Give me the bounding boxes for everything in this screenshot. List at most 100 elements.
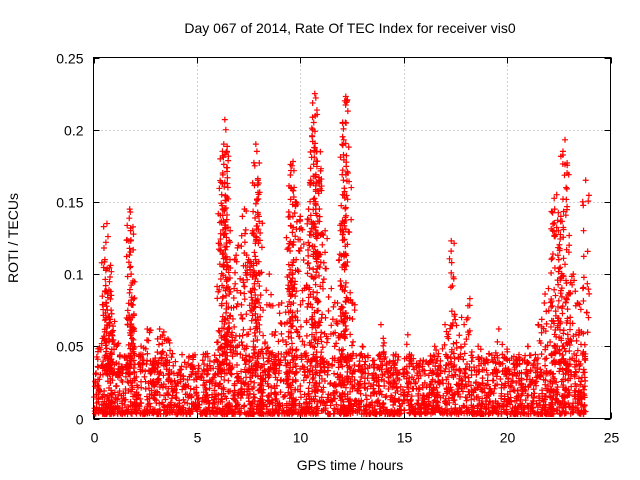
- data-point: [342, 140, 349, 147]
- data-point: [199, 394, 206, 401]
- data-point: [259, 220, 266, 227]
- data-point: [538, 351, 545, 358]
- data-point: [102, 276, 109, 283]
- data-point: [523, 361, 530, 368]
- data-point: [400, 371, 407, 378]
- data-point: [401, 396, 408, 403]
- data-point: [318, 375, 325, 382]
- data-point: [323, 339, 330, 346]
- data-point: [561, 400, 568, 407]
- data-point: [572, 396, 579, 403]
- data-point: [341, 236, 348, 243]
- data-point: [241, 402, 248, 409]
- data-point: [325, 293, 332, 300]
- data-point: [415, 385, 422, 392]
- data-point: [296, 226, 303, 233]
- data-point: [124, 222, 131, 229]
- data-point: [252, 256, 259, 263]
- data-point: [339, 231, 346, 238]
- data-point: [521, 386, 528, 393]
- data-point: [133, 396, 140, 403]
- data-point: [189, 354, 196, 361]
- data-point: [291, 313, 298, 320]
- data-point: [203, 366, 210, 373]
- data-point: [503, 409, 510, 416]
- data-point: [315, 383, 322, 390]
- data-point: [406, 363, 413, 370]
- data-point: [216, 352, 223, 359]
- data-point: [416, 386, 423, 393]
- data-point: [183, 411, 190, 418]
- data-point: [465, 329, 472, 336]
- data-point: [313, 107, 320, 114]
- data-point: [265, 383, 272, 390]
- data-point: [251, 280, 258, 287]
- data-point: [444, 388, 451, 395]
- data-point: [359, 354, 366, 361]
- data-point: [342, 409, 349, 416]
- data-point: [559, 160, 566, 167]
- data-point: [296, 402, 303, 409]
- data-point: [217, 236, 224, 243]
- data-point: [241, 366, 248, 373]
- data-point: [288, 340, 295, 347]
- data-point: [499, 351, 506, 358]
- data-point: [550, 317, 557, 324]
- data-point: [188, 372, 195, 378]
- data-point: [244, 392, 251, 399]
- data-point: [278, 299, 285, 306]
- data-point: [498, 408, 505, 415]
- data-point: [342, 204, 349, 211]
- data-point: [323, 398, 330, 405]
- data-point: [324, 394, 331, 401]
- data-point: [125, 363, 132, 370]
- data-point: [312, 94, 319, 101]
- data-point: [310, 161, 317, 168]
- data-point: [569, 409, 576, 416]
- data-point: [123, 253, 130, 260]
- data-point: [253, 320, 260, 327]
- data-point: [142, 345, 149, 352]
- data-point: [474, 409, 481, 416]
- data-point: [306, 284, 313, 291]
- data-point: [284, 303, 291, 310]
- data-point: [312, 379, 319, 386]
- data-point: [288, 390, 295, 397]
- data-point: [495, 325, 502, 332]
- data-point: [569, 320, 576, 327]
- data-point: [182, 384, 189, 391]
- data-point: [107, 296, 114, 303]
- data-point: [251, 379, 258, 386]
- data-point: [515, 394, 522, 401]
- data-point: [178, 408, 185, 415]
- data-point: [301, 341, 308, 348]
- data-point: [249, 354, 256, 361]
- data-point: [550, 410, 557, 417]
- data-point: [186, 353, 193, 360]
- data-point: [177, 407, 184, 414]
- data-point: [257, 292, 264, 299]
- data-point: [562, 370, 569, 377]
- data-point: [304, 270, 311, 277]
- data-point: [258, 399, 265, 406]
- data-point: [356, 358, 363, 365]
- data-point: [225, 283, 232, 290]
- data-point: [562, 212, 569, 219]
- data-point: [340, 125, 347, 132]
- data-point: [121, 401, 128, 408]
- data-point: [310, 409, 317, 416]
- data-point: [257, 405, 264, 412]
- data-point: [238, 311, 245, 318]
- data-point: [551, 206, 558, 213]
- data-point: [347, 352, 354, 359]
- data-point: [582, 177, 589, 184]
- data-point: [150, 364, 157, 371]
- data-point: [219, 170, 226, 177]
- data-point: [139, 361, 146, 368]
- data-point: [295, 333, 302, 340]
- data-point: [217, 155, 224, 162]
- data-point: [138, 343, 145, 350]
- data-point: [130, 311, 137, 318]
- data-point: [309, 313, 316, 320]
- data-point: [221, 316, 228, 323]
